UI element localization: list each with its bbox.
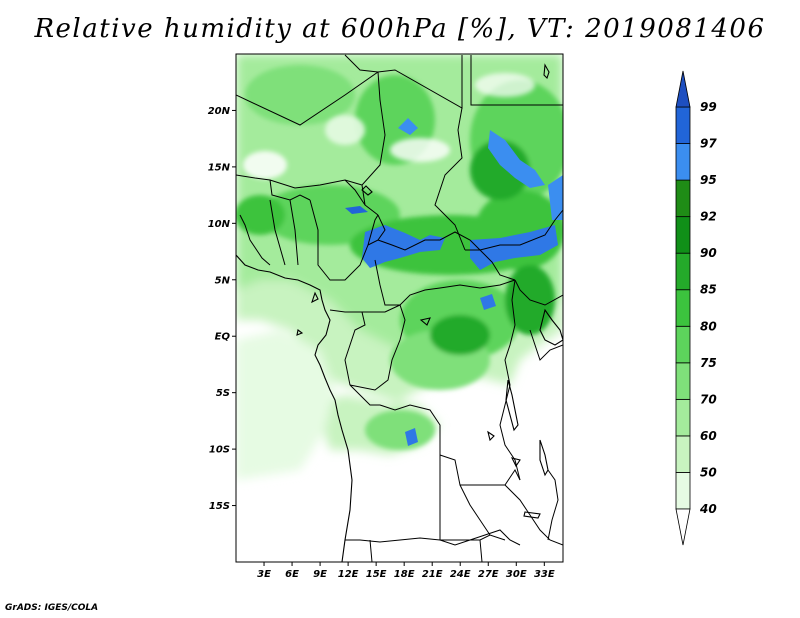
lat-tick-label: EQ: [215, 332, 231, 343]
island-bioko: [311, 291, 319, 304]
humidity-field-saturated: [345, 118, 563, 446]
border-nigeria-north: [344, 179, 366, 206]
border-congo: [349, 304, 406, 391]
lon-tick-label: 12E: [338, 569, 359, 580]
border-zambia-malawi: [504, 484, 563, 546]
border-car-south: [374, 259, 516, 306]
border-togo: [269, 199, 286, 266]
humidity-field-dry: [243, 73, 535, 179]
country-borders: [236, 54, 563, 562]
lat-tick-label: 15S: [209, 501, 230, 512]
border-south-sudan: [465, 209, 563, 251]
coastline: [236, 63, 563, 562]
border-chad-sudan: [434, 107, 466, 251]
border-car-north: [367, 231, 516, 281]
colorbar-swatch: [675, 289, 691, 327]
coast-red-sea: [543, 63, 550, 80]
lake-kariba: [523, 511, 541, 519]
lat-tick-label: 15N: [208, 162, 231, 173]
island-sao-tome: [296, 329, 304, 336]
border-caprivi: [440, 534, 506, 541]
colorbar-label: 60: [700, 429, 717, 443]
colorbar-swatch: [675, 143, 691, 181]
colorbar-swatch: [675, 435, 691, 473]
lat-tick-label: 5S: [216, 388, 230, 399]
border-algeria-libya: [344, 54, 379, 73]
colorbar-label: 95: [700, 173, 717, 187]
border-drc-east: [499, 279, 521, 481]
map-title: Relative humidity at 600hPa [%], VT: 201…: [34, 14, 766, 44]
border-libya-egypt-sudan: [470, 55, 563, 106]
colorbar-label: 40: [699, 502, 717, 516]
grads-credit: GrADS: IGES/COLA: [5, 603, 99, 613]
colorbar-label: 70: [700, 392, 717, 406]
colorbar-max-triangle: [675, 70, 691, 108]
border-angola-zambia: [439, 455, 521, 546]
humidity-field: [236, 54, 563, 480]
colorbar-swatch: [675, 362, 691, 400]
lon-tick-label: 3E: [257, 569, 271, 580]
colorbar-label: 97: [700, 137, 717, 151]
lon-tick-label: 30E: [506, 569, 527, 580]
border-angola-drc: [349, 384, 521, 486]
lake-mweru: [487, 430, 495, 442]
colorbar-swatch: [675, 216, 691, 254]
border-nigeria: [309, 199, 379, 281]
colorbar-label: 75: [700, 356, 717, 370]
lake-bangweulu: [510, 457, 521, 468]
colorbar-swatch: [675, 472, 691, 510]
colorbar: 40 50 60 70 75 80 85 90 92 95 97 99: [675, 70, 717, 546]
lake-victoria: [539, 308, 563, 346]
colorbar-label: 85: [700, 283, 717, 297]
border-malawi: [547, 469, 559, 541]
longitude-axis: 3E 6E 9E 12E 15E 18E 21E 24E 27E 30E 33E: [257, 562, 555, 580]
lat-tick-label: 20N: [208, 106, 231, 117]
colorbar-swatch: [675, 325, 691, 364]
latitude-axis: 20N 15N 10N 5N EQ 5S 10S 15S: [208, 106, 236, 512]
colorbar-label: 99: [700, 100, 717, 114]
colorbar-min-triangle: [675, 508, 691, 546]
lon-tick-label: 6E: [285, 569, 299, 580]
border-cameroon-chad: [377, 214, 386, 241]
border-benin: [289, 199, 299, 266]
lon-tick-label: 9E: [313, 569, 327, 580]
lake-mai-ndombe: [419, 317, 431, 326]
colorbar-label: 90: [700, 246, 717, 260]
lake-chad: [361, 185, 373, 196]
lat-tick-label: 10S: [209, 445, 230, 456]
atlantic-coastline: [236, 254, 353, 562]
map-frame: [235, 53, 564, 563]
border-angola-namibia: [345, 537, 441, 543]
border-zambia-south: [459, 484, 491, 536]
colorbar-label: 92: [700, 210, 717, 224]
colorbar-swatch: [675, 179, 691, 218]
colorbar-label: 50: [700, 465, 717, 479]
colorbar-swatch: [675, 106, 691, 144]
border-namibia: [369, 539, 373, 562]
lon-tick-label: 27E: [478, 569, 499, 580]
lon-tick-label: 15E: [366, 569, 387, 580]
lon-tick-label: 33E: [534, 569, 555, 580]
border-botswana: [479, 539, 483, 562]
lat-tick-label: 5N: [215, 275, 231, 286]
lon-tick-label: 21E: [422, 569, 443, 580]
border-gabon: [329, 309, 366, 386]
border-kenya-tanzania: [529, 329, 563, 361]
lat-tick-label: 10N: [208, 219, 231, 230]
colorbar-swatch: [675, 252, 691, 291]
lake-malawi: [539, 439, 549, 477]
lon-tick-label: 24E: [450, 569, 471, 580]
colorbar-label: 80: [700, 319, 717, 333]
border-ghana: [239, 214, 271, 266]
lon-tick-label: 18E: [394, 569, 415, 580]
lake-tanganyika: [505, 379, 519, 432]
border-uganda-kenya: [514, 279, 563, 306]
colorbar-swatch: [675, 398, 691, 437]
